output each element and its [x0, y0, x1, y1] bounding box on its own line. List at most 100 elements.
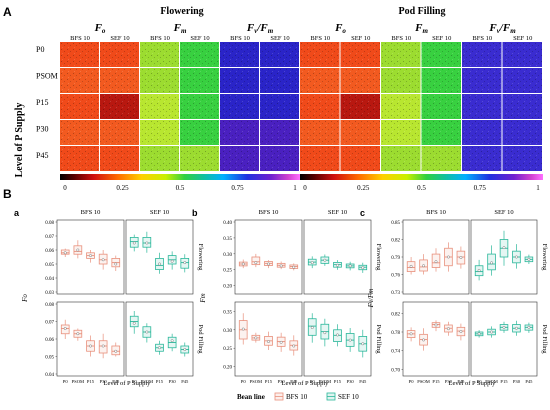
metric-titles: Fo Fm Fv/Fm Fo Fm Fv/Fm	[94, 22, 517, 35]
mean-marker	[310, 326, 314, 330]
box-body	[251, 256, 261, 266]
colorbars: 0 0.25 0.5 0.75 1 0 0.25 0.5 0.75 1	[60, 174, 543, 192]
facet-row-label: Flowering	[375, 244, 382, 271]
image-tile-texture	[462, 146, 502, 171]
image-tile-texture	[340, 42, 380, 67]
row-label-p15: P15	[36, 98, 48, 107]
mean-marker	[279, 340, 283, 344]
x-tick-label: PSOM	[417, 379, 430, 384]
panel-a: A Level of P Supply P0 PSOM P15 P30 P45 Flow…	[3, 5, 543, 192]
mean-marker	[459, 330, 463, 333]
box-p15	[155, 340, 164, 355]
y-tick-label: 0.85	[391, 221, 400, 226]
box-p0	[474, 259, 484, 281]
x-tick-label: P15	[265, 379, 273, 384]
box-p15	[499, 230, 509, 266]
box-p45	[358, 329, 368, 358]
y-tick-label: 0.35	[223, 237, 232, 242]
box-p30	[98, 250, 108, 270]
facet-row-label: Flowering	[197, 244, 204, 271]
image-tile-texture	[381, 94, 421, 119]
y-tick-label: 0.08	[45, 221, 54, 226]
y-tick-label: 0.08	[45, 303, 54, 308]
mean-marker	[241, 262, 245, 266]
fluorescence-image-grid	[60, 42, 542, 171]
image-tile-texture	[340, 94, 380, 119]
mean-marker	[292, 265, 296, 269]
panel-b-letter: B	[3, 187, 12, 201]
colorbar-tick: 0.75	[231, 184, 244, 192]
mean-marker	[336, 333, 339, 337]
mean-marker	[114, 349, 118, 353]
legend-label-0: BFS 10	[286, 393, 308, 401]
image-tile-texture	[462, 120, 502, 145]
image-tile-texture	[340, 68, 380, 93]
image-tile-texture	[140, 120, 179, 145]
row-label-psom: PSOM	[36, 72, 58, 81]
y-tick-label: 0.06	[45, 338, 54, 343]
facet-row-label: Pod Filling	[541, 324, 548, 354]
chart-xlabel-a: Level of P Supply	[104, 380, 152, 387]
box-p30	[98, 333, 108, 359]
x-tick-label: P0	[132, 379, 138, 384]
facet-frame	[470, 301, 538, 377]
box-p30	[167, 251, 177, 270]
box-p15	[155, 252, 164, 274]
facet-frame	[303, 301, 372, 377]
mean-marker	[434, 323, 438, 327]
image-tile-texture	[421, 68, 461, 93]
box-p0	[238, 313, 248, 345]
x-tick-label: PSOM	[141, 379, 154, 384]
metric-title-0-2: Fv/Fm	[246, 22, 274, 35]
x-tick-label: P15	[156, 379, 164, 384]
stage-title-flowering: Flowering	[160, 6, 203, 17]
colorbar-tick: 0.5	[417, 184, 426, 192]
image-tile-texture	[180, 120, 219, 145]
colorbar-tick: 0.25	[116, 184, 129, 192]
x-tick-label: P0	[477, 379, 483, 384]
mean-marker	[434, 260, 438, 264]
colorbar-tick: 1	[536, 184, 540, 192]
box-psom	[251, 332, 261, 343]
image-tile-texture	[462, 68, 502, 93]
mean-marker	[515, 255, 518, 259]
y-tick-label: 0.79	[391, 256, 400, 261]
y-tick-label: 0.30	[223, 329, 232, 334]
colorbar-tick: 0.75	[474, 184, 487, 192]
mean-marker	[101, 258, 105, 262]
mean-marker	[183, 348, 187, 351]
image-tile-texture	[260, 68, 299, 93]
row-label-p30: P30	[36, 125, 48, 134]
x-tick-label: P0	[63, 379, 69, 384]
box-p0	[307, 256, 317, 269]
mean-marker	[490, 261, 493, 265]
y-tick-label: 0.74	[391, 350, 400, 355]
y-tick-label: 0.25	[223, 269, 232, 274]
colorbar-0	[60, 174, 300, 180]
mean-marker	[361, 266, 365, 270]
x-tick-label: P15	[87, 379, 95, 384]
y-tick-label: 0.35	[223, 310, 232, 315]
box-p15	[431, 320, 441, 332]
box-p0	[406, 327, 416, 342]
x-tick-label: P45	[290, 379, 298, 384]
mean-marker	[114, 262, 118, 266]
image-tile-texture	[60, 94, 99, 119]
chart-ylabel-c: Fv/Fm	[367, 289, 375, 309]
mean-marker	[447, 327, 450, 331]
box-p15	[264, 260, 273, 269]
box-p15	[499, 321, 509, 333]
mean-marker	[323, 258, 327, 262]
mean-marker	[170, 259, 174, 263]
line-label-0-2-0: BFS 10	[230, 35, 250, 42]
box-psom	[419, 328, 428, 351]
line-labels: BFS 10 SEF 10 BFS 10 SEF 10 BFS 10 SEF 10 BFS …	[70, 35, 532, 42]
mean-marker	[76, 332, 80, 336]
metric-title-1-2: Fv/Fm	[488, 22, 516, 35]
box-p45	[524, 254, 534, 264]
mean-marker	[132, 241, 136, 245]
image-tile-texture	[300, 68, 340, 93]
box-p45	[524, 322, 534, 333]
mean-marker	[477, 332, 481, 336]
box-p0	[474, 330, 484, 338]
